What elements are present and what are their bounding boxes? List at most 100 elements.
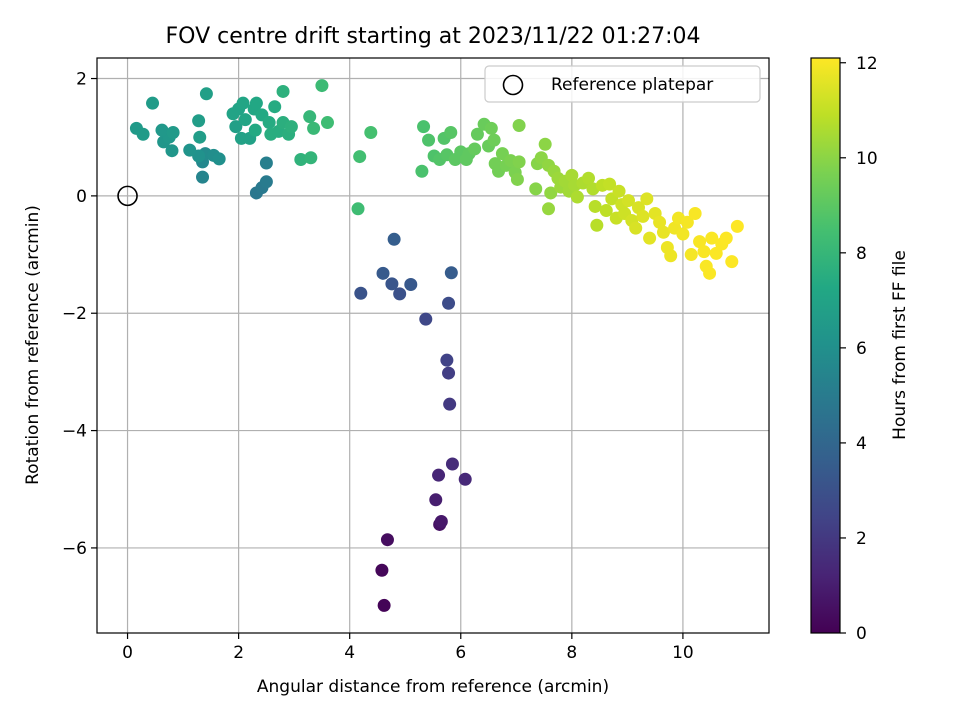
data-point (248, 123, 262, 137)
data-point (294, 153, 308, 167)
data-point (442, 366, 456, 380)
colorbar-tick-label: 6 (856, 339, 867, 359)
data-point (136, 127, 150, 141)
data-point (417, 120, 431, 134)
data-point (262, 116, 276, 130)
y-tick-label: 2 (76, 70, 87, 90)
grid (97, 58, 769, 633)
data-point (656, 225, 670, 239)
x-tick-label: 10 (672, 643, 694, 663)
data-point (544, 186, 558, 200)
data-point (529, 182, 543, 196)
plot-frame (96, 57, 770, 634)
colorbar-tick-label: 0 (856, 624, 867, 644)
data-point (393, 287, 407, 301)
data-point (705, 231, 719, 245)
colorbar-tick-label: 12 (856, 54, 878, 74)
reference-marker (117, 185, 138, 207)
colorbar-tick-label: 2 (856, 529, 867, 549)
data-point (249, 96, 263, 110)
data-point (268, 100, 282, 114)
data-point (315, 79, 329, 93)
data-point (422, 133, 436, 147)
data-point (468, 142, 482, 156)
data-point (693, 235, 707, 249)
y-tick-label: −2 (62, 304, 87, 324)
data-point (470, 127, 484, 141)
colorbar-tick-label: 8 (856, 244, 867, 264)
data-point (146, 96, 160, 110)
data-point (259, 175, 273, 189)
axis-ticks: 0 2 4 6 8 10 −6 −4 −2 0 2 (62, 70, 694, 663)
data-point (155, 123, 169, 137)
data-point (404, 277, 418, 291)
data-point (440, 353, 454, 367)
data-point (512, 155, 526, 169)
data-point (364, 126, 378, 140)
data-point (320, 116, 334, 130)
chart-title: FOV centre drift starting at 2023/11/22 … (166, 24, 701, 49)
data-point (166, 126, 180, 140)
data-point (284, 120, 298, 134)
legend-marker (502, 74, 524, 96)
data-point (684, 248, 698, 262)
data-point (259, 156, 273, 170)
colorbar-label: Hours from first FF file (890, 250, 910, 440)
colorbar-tick-label: 10 (856, 149, 878, 169)
data-point (458, 472, 472, 486)
data-point (653, 215, 667, 229)
legend-box (484, 65, 761, 103)
data-point (165, 144, 179, 158)
data-point (415, 164, 429, 178)
data-point (487, 133, 501, 147)
data-point (183, 143, 197, 157)
data-point (434, 515, 448, 529)
data-point (387, 232, 401, 246)
data-point (212, 152, 226, 166)
data-point (432, 468, 446, 482)
x-tick-label: 2 (233, 643, 244, 663)
legend-label: Reference platepar (551, 75, 713, 95)
data-point (376, 266, 390, 280)
data-point (192, 114, 206, 128)
data-points (129, 79, 744, 612)
data-point (199, 87, 213, 101)
x-tick-label: 4 (344, 643, 355, 663)
data-point (719, 231, 733, 245)
data-point (680, 215, 694, 229)
data-point (443, 397, 457, 411)
data-point (307, 121, 321, 135)
data-point (603, 177, 617, 191)
data-point (444, 126, 458, 140)
data-point (510, 172, 524, 186)
data-point (229, 120, 243, 134)
x-axis-label: Angular distance from reference (arcmin) (257, 677, 609, 697)
x-tick-label: 6 (455, 643, 466, 663)
data-point (276, 84, 290, 98)
data-point (636, 209, 650, 223)
data-point (643, 231, 657, 245)
data-point (377, 598, 391, 612)
data-point (484, 121, 498, 135)
data-point (303, 110, 317, 124)
y-tick-label: −6 (62, 539, 87, 559)
data-point (354, 286, 368, 300)
legend: Reference platepar (484, 65, 761, 103)
data-point (688, 206, 702, 220)
data-point (588, 199, 602, 213)
data-point (193, 130, 207, 144)
data-point (676, 227, 690, 241)
data-point (512, 118, 526, 132)
data-point (640, 192, 654, 206)
data-point (612, 184, 626, 198)
data-point (380, 533, 394, 547)
data-point (629, 221, 643, 235)
data-point (444, 266, 458, 280)
data-point (570, 190, 584, 204)
data-point (445, 457, 459, 471)
data-point (621, 194, 635, 208)
data-point (582, 171, 596, 185)
data-point (385, 277, 399, 291)
data-point (730, 219, 744, 233)
